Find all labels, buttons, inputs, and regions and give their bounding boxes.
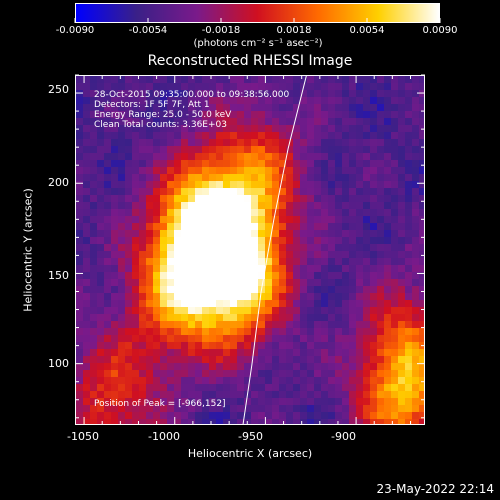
colorbar-tick-label: 0.0018 <box>276 25 312 36</box>
annotation-counts: Clean Total counts: 3.36E+03 <box>94 120 227 130</box>
annotation-energy-range: Energy Range: 25.0 - 50.0 keV <box>94 110 232 120</box>
colorbar-tick-label: -0.0018 <box>201 25 241 36</box>
y-tick-label: 200 <box>48 176 69 189</box>
x-tick-label: -1050 <box>67 430 99 443</box>
plot-title: Reconstructed RHESSI Image <box>147 53 353 69</box>
footer-timestamp: 23-May-2022 22:14 <box>376 482 494 496</box>
heatmap-plot: 28-Oct-2015 09:35:00.000 to 09:38:56.000… <box>75 75 425 425</box>
y-tick-label: 150 <box>48 269 69 282</box>
colorbar-ticks <box>74 18 441 23</box>
x-axis-label: Heliocentric X (arcsec) <box>187 447 313 460</box>
y-tick-label: 100 <box>48 357 69 370</box>
colorbar-tick-label: 0.0054 <box>349 25 385 36</box>
heatmap-image <box>76 76 424 424</box>
colorbar-units: (photons cm⁻² s⁻¹ asec⁻²) <box>193 38 323 49</box>
y-tick-label: 250 <box>48 83 69 96</box>
annotation-time-range: 28-Oct-2015 09:35:00.000 to 09:38:56.000 <box>94 90 290 100</box>
colorbar-tick-label: -0.0090 <box>55 25 95 36</box>
colorbar <box>75 3 440 23</box>
annotation-detectors: Detectors: 1F 5F 7F, Att 1 <box>94 100 210 110</box>
annotation-peak-position: Position of Peak = [-966,152] <box>94 399 226 409</box>
colorbar-tick-label: -0.0054 <box>128 25 168 36</box>
x-tick-label: -900 <box>331 430 356 443</box>
y-axis-label: Heliocentric Y (arcsec) <box>21 188 35 312</box>
solar-limb-line <box>242 76 307 424</box>
x-tick-label: -1000 <box>148 430 180 443</box>
colorbar-tick-label: 0.0090 <box>422 25 458 36</box>
x-tick-label: -950 <box>238 430 263 443</box>
heatmap-cells <box>76 76 424 424</box>
